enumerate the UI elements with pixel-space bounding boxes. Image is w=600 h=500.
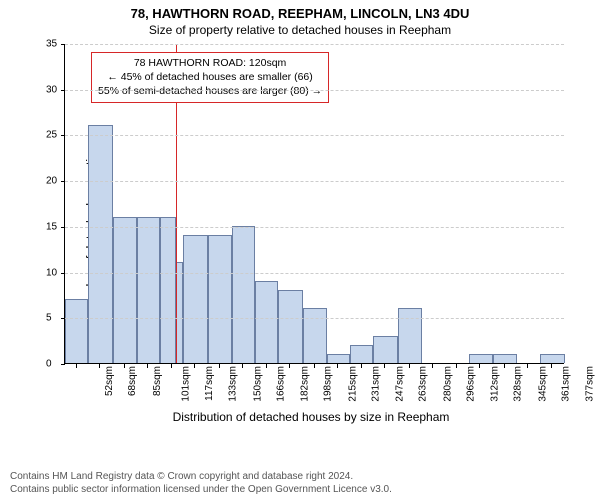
x-axis-label: Distribution of detached houses by size …: [46, 410, 576, 422]
y-tick-label: 30: [46, 84, 72, 95]
histogram-bar: [373, 336, 398, 363]
x-tick-mark: [76, 364, 77, 368]
x-tick-label: 280sqm: [443, 366, 454, 402]
x-tick-label: 263sqm: [418, 366, 429, 402]
x-tick-mark: [171, 364, 172, 368]
x-tick-mark: [384, 364, 385, 368]
x-tick-mark: [337, 364, 338, 368]
x-tick-mark: [194, 364, 195, 368]
histogram-bar: [183, 235, 208, 363]
info-box-line2: ← 45% of detached houses are smaller (66…: [98, 70, 322, 84]
info-box-line1: 78 HAWTHORN ROAD: 120sqm: [98, 56, 322, 70]
x-tick-mark: [242, 364, 243, 368]
x-tick-mark: [124, 364, 125, 368]
x-tick-label: 52sqm: [104, 366, 115, 396]
x-tick-mark: [551, 364, 552, 368]
title-block: 78, HAWTHORN ROAD, REEPHAM, LINCOLN, LN3…: [0, 0, 600, 37]
x-tick-label: 345sqm: [538, 366, 549, 402]
info-box: 78 HAWTHORN ROAD: 120sqm ← 45% of detach…: [91, 52, 329, 103]
plot-area: 78 HAWTHORN ROAD: 120sqm ← 45% of detach…: [64, 44, 564, 364]
x-tick-label: 361sqm: [561, 366, 572, 402]
histogram-bar: [540, 354, 565, 363]
x-tick-mark: [432, 364, 433, 368]
x-tick-mark: [504, 364, 505, 368]
gridline: [65, 318, 564, 319]
x-tick-label: 247sqm: [394, 366, 405, 402]
gridline: [65, 44, 564, 45]
gridline: [65, 181, 564, 182]
histogram-bar: [350, 345, 373, 363]
x-tick-label: 133sqm: [228, 366, 239, 402]
histogram-bar: [88, 125, 113, 363]
x-tick-label: 85sqm: [152, 366, 163, 396]
x-tick-label: 296sqm: [466, 366, 477, 402]
histogram-bar: [327, 354, 350, 363]
histogram-bar: [255, 281, 278, 363]
x-tick-label: 166sqm: [276, 366, 287, 402]
x-tick-label: 117sqm: [204, 366, 215, 401]
x-tick-label: 312sqm: [489, 366, 500, 402]
x-tick-mark: [409, 364, 410, 368]
x-tick-label: 150sqm: [253, 366, 264, 402]
x-tick-mark: [99, 364, 100, 368]
gridline: [65, 135, 564, 136]
x-tick-mark: [147, 364, 148, 368]
y-tick-label: 5: [46, 313, 72, 324]
histogram-bar: [137, 217, 160, 363]
x-tick-mark: [479, 364, 480, 368]
x-tick-mark: [289, 364, 290, 368]
x-tick-mark: [266, 364, 267, 368]
x-tick-label: 215sqm: [348, 366, 359, 402]
gridline: [65, 273, 564, 274]
histogram-bar: [278, 290, 303, 363]
x-tick-mark: [314, 364, 315, 368]
y-tick-label: 20: [46, 176, 72, 187]
x-tick-label: 377sqm: [584, 366, 595, 402]
y-tick-label: 25: [46, 130, 72, 141]
x-tick-label: 182sqm: [299, 366, 310, 402]
footer-line2: Contains public sector information licen…: [10, 484, 392, 497]
histogram-bar: [493, 354, 516, 363]
histogram-bar: [65, 299, 88, 363]
histogram-bar: [208, 235, 231, 363]
y-tick-label: 10: [46, 267, 72, 278]
page-title-line1: 78, HAWTHORN ROAD, REEPHAM, LINCOLN, LN3…: [0, 6, 600, 21]
y-tick-label: 15: [46, 221, 72, 232]
footer-attribution: Contains HM Land Registry data © Crown c…: [10, 471, 392, 496]
x-tick-label: 101sqm: [181, 366, 192, 402]
x-tick-mark: [456, 364, 457, 368]
histogram-chart: Number of detached properties 78 HAWTHOR…: [46, 44, 576, 414]
y-tick-label: 35: [46, 39, 72, 50]
x-tick-label: 328sqm: [513, 366, 524, 402]
gridline: [65, 227, 564, 228]
info-box-line3: 55% of semi-detached houses are larger (…: [98, 84, 322, 98]
footer-line1: Contains HM Land Registry data © Crown c…: [10, 471, 392, 484]
x-tick-label: 231sqm: [371, 366, 382, 402]
x-tick-label: 198sqm: [323, 366, 334, 402]
x-tick-mark: [361, 364, 362, 368]
x-tick-mark: [527, 364, 528, 368]
histogram-bar: [113, 217, 136, 363]
histogram-bar: [398, 308, 421, 363]
histogram-bar: [469, 354, 494, 363]
histogram-bar: [232, 226, 255, 363]
x-tick-mark: [219, 364, 220, 368]
y-tick-label: 0: [46, 359, 72, 370]
histogram-bar: [303, 308, 326, 363]
histogram-bar: [160, 217, 176, 363]
gridline: [65, 90, 564, 91]
x-tick-label: 68sqm: [127, 366, 138, 396]
page-title-line2: Size of property relative to detached ho…: [0, 23, 600, 37]
histogram-bar: [176, 262, 183, 363]
